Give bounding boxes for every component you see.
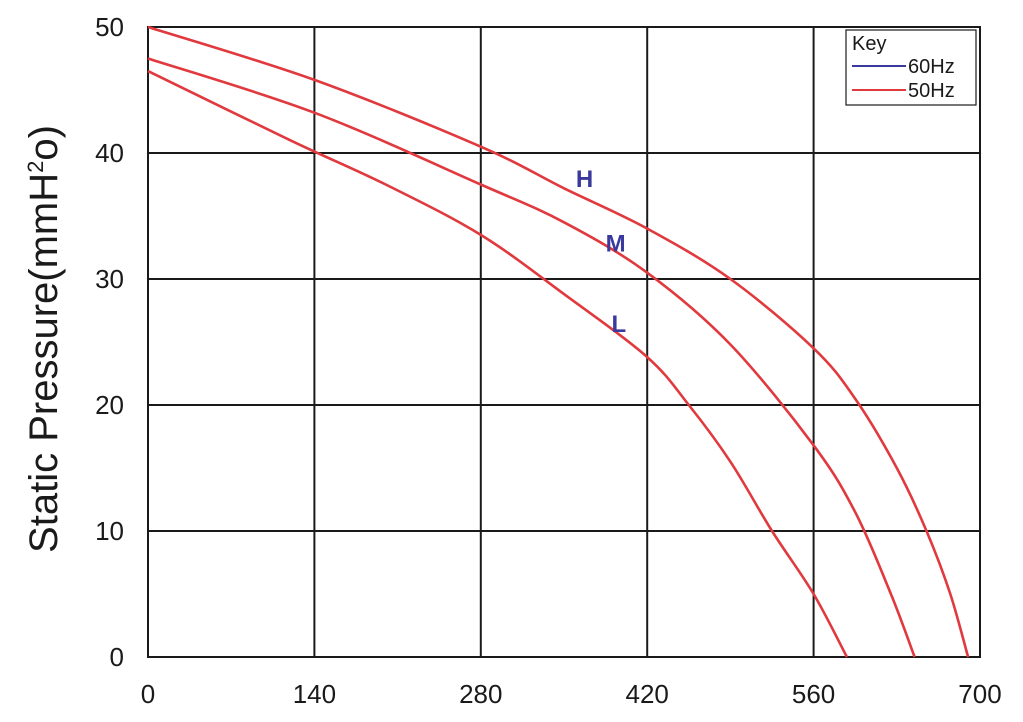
curve-label-h: H	[576, 166, 593, 193]
y-tick-label: 30	[95, 264, 124, 294]
curve-label-m: M	[606, 230, 626, 257]
x-tick-label: 140	[293, 679, 336, 709]
x-tick-label: 420	[626, 679, 669, 709]
legend: Key 60Hz 50Hz	[845, 29, 977, 106]
y-tick-label: 10	[95, 516, 124, 546]
x-tick-label: 0	[141, 679, 155, 709]
legend-title: Key	[852, 33, 886, 55]
tick-labels: 0 140 280 420 560 700 0 10 20 30 40 50	[95, 12, 1002, 709]
legend-box	[845, 29, 977, 106]
curve-h	[147, 25, 970, 658]
curve-m	[147, 57, 916, 658]
y-axis-label-superscript: 2	[23, 161, 48, 173]
curve-label-l: L	[612, 311, 627, 338]
curve-l	[147, 69, 849, 658]
y-tick-label: 40	[95, 138, 124, 168]
curves	[147, 25, 970, 658]
x-tick-label: 280	[459, 679, 502, 709]
y-axis-label: Static Pressure(mmH2o)	[22, 125, 66, 553]
plot-frame	[147, 26, 981, 658]
y-tick-label: 0	[110, 642, 124, 672]
y-axis-label-end: o)	[22, 125, 66, 161]
y-axis-label-main: Static Pressure(mmH	[22, 173, 66, 553]
curve-labels: H M L	[576, 166, 626, 338]
x-tick-label: 700	[958, 679, 1001, 709]
y-tick-label: 50	[95, 12, 124, 42]
legend-label-50hz: 50Hz	[908, 80, 955, 102]
y-tick-label: 20	[95, 390, 124, 420]
x-tick-label: 560	[792, 679, 835, 709]
grid-lines	[148, 27, 980, 657]
legend-label-60hz: 60Hz	[908, 56, 955, 78]
